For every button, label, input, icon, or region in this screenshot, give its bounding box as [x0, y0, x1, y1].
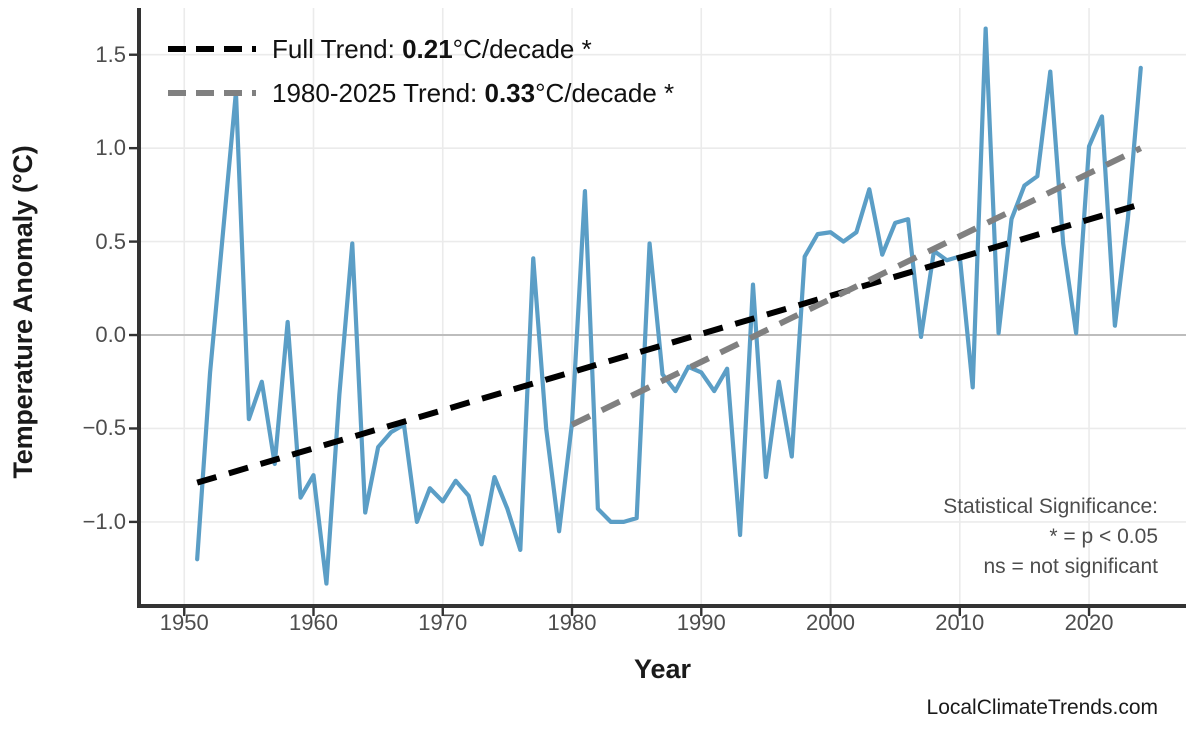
legend-item-recent-trend: 1980-2025 Trend: 0.33°C/decade *	[166, 71, 886, 115]
axis-tick-marks	[129, 53, 1091, 616]
y-tick-label: −1.0	[82, 508, 126, 534]
y-tick-label: 0.5	[95, 228, 126, 254]
legend-key-recent-trend-icon	[166, 83, 258, 103]
significance-ns-line: ns = not significant	[983, 554, 1158, 578]
significance-star-line: * = p < 0.05	[1049, 524, 1158, 548]
x-axis-title: Year	[633, 654, 692, 684]
legend-item-full-trend: Full Trend: 0.21°C/decade *	[166, 27, 886, 71]
x-tick-label: 1980	[547, 610, 597, 635]
legend-label-full-trend: Full Trend: 0.21°C/decade *	[272, 34, 592, 65]
x-tick-label: 2000	[806, 610, 855, 635]
legend-full-trend-prefix: Full Trend:	[272, 33, 403, 64]
y-tick-label: 0.0	[95, 322, 126, 348]
trend-lines	[196, 145, 1143, 486]
legend-recent-trend-suffix: °C/decade *	[535, 77, 675, 108]
y-tick-label: 1.5	[95, 41, 126, 67]
significance-title: Statistical Significance:	[943, 495, 1158, 518]
x-tick-label: 1950	[159, 610, 209, 635]
legend-key-full-trend-icon	[166, 39, 258, 59]
x-tick-label: 1970	[418, 610, 468, 635]
x-tick-label: 1990	[676, 610, 726, 635]
significance-annotation: Statistical Significance: * = p < 0.05 n…	[943, 492, 1158, 581]
axis-lines	[137, 8, 1186, 608]
footer-caption: LocalClimateTrends.com	[926, 696, 1158, 719]
legend-full-trend-suffix: °C/decade *	[452, 33, 592, 64]
x-tick-label: 2020	[1064, 610, 1114, 635]
legend-recent-trend-value: 0.33	[484, 77, 536, 108]
y-tick-label: 1.0	[95, 135, 126, 161]
legend-label-recent-trend: 1980-2025 Trend: 0.33°C/decade *	[272, 78, 674, 109]
legend-recent-trend-prefix: 1980-2025 Trend:	[272, 77, 485, 108]
y-tick-label: −0.5	[82, 415, 126, 441]
x-tick-label: 2010	[935, 610, 985, 635]
temperature-anomaly-series	[195, 26, 1143, 586]
legend-full-trend-value: 0.21	[402, 33, 453, 64]
x-tick-label: 1960	[289, 610, 338, 635]
chart-legend: Full Trend: 0.21°C/decade * 1980-2025 Tr…	[166, 27, 886, 115]
